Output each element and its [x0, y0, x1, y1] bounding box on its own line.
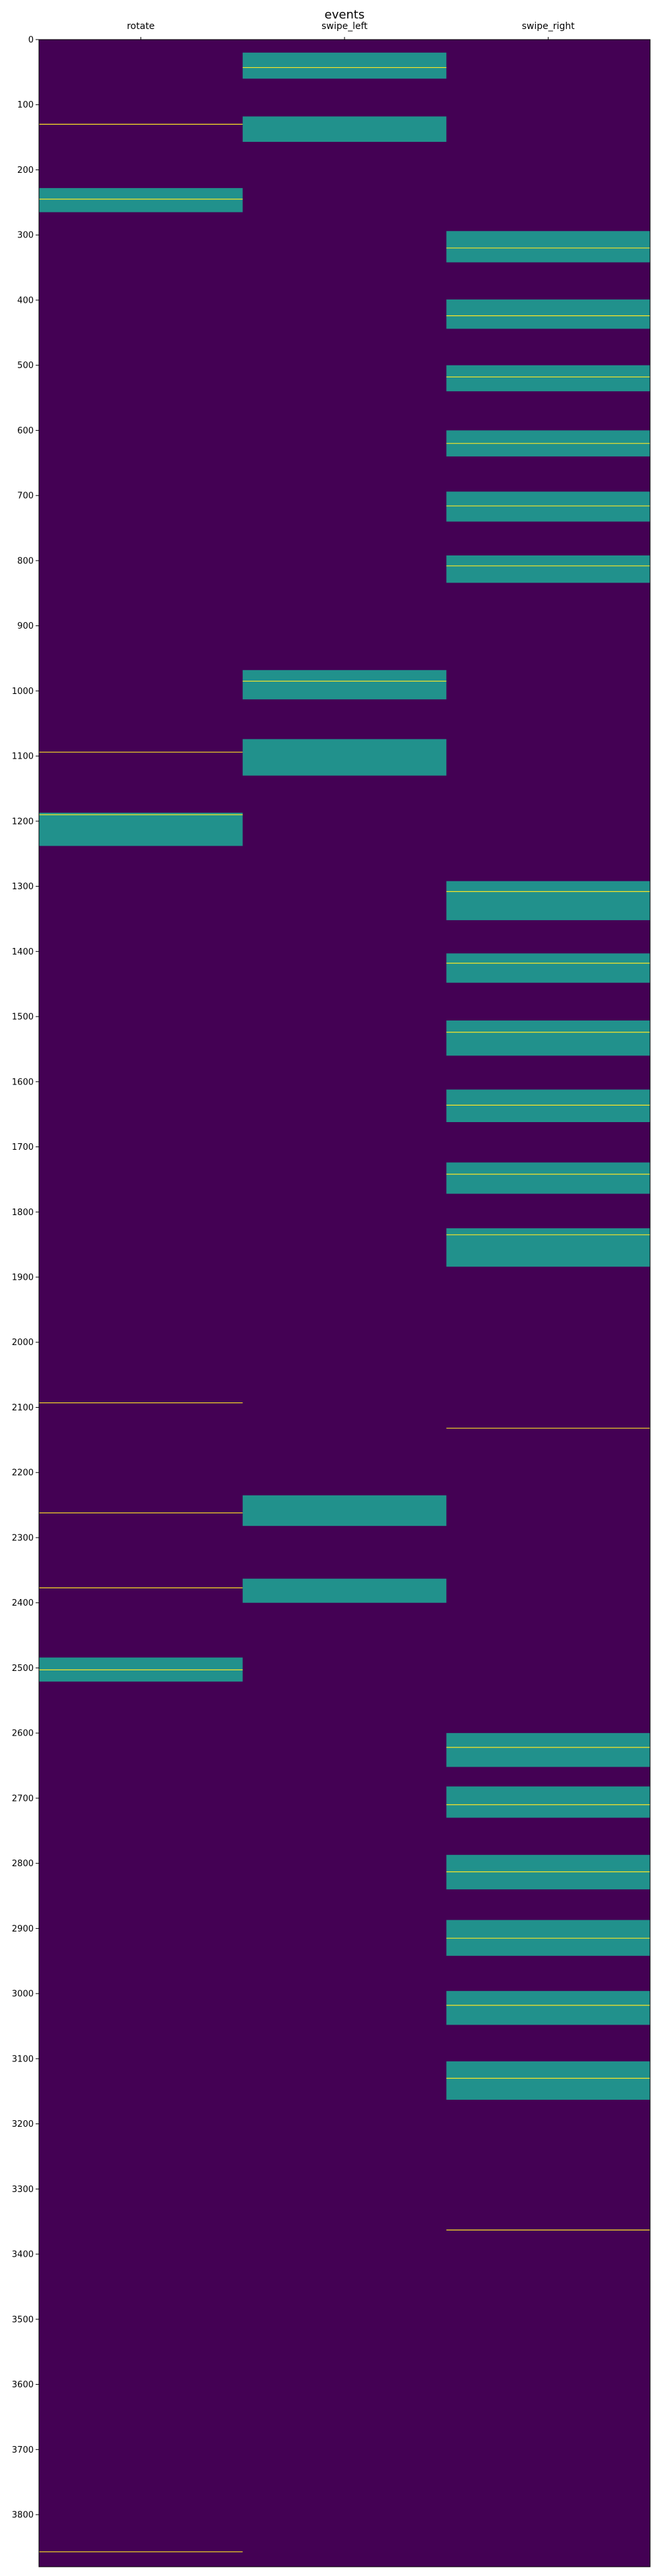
event-band-swipe_right-1: [446, 299, 650, 329]
y-tick-label-600: 600: [17, 426, 34, 436]
plot-frame: [38, 39, 651, 2567]
event-band-swipe_left-5: [242, 1579, 447, 1603]
event-band-swipe_right-11: [446, 1228, 650, 1267]
event-band-swipe_right-17: [446, 2061, 650, 2100]
y-tick-label-700: 700: [17, 491, 34, 501]
y-tick-label-200: 200: [17, 166, 34, 175]
x-axis: rotate swipe_left swipe_right: [127, 21, 575, 40]
y-tick-label-300: 300: [17, 231, 34, 241]
y-tick-label-2500: 2500: [12, 1664, 34, 1674]
column-label-swipe_left: swipe_left: [321, 21, 368, 32]
y-tick-label-400: 400: [17, 296, 34, 305]
y-tick-label-2800: 2800: [12, 1859, 34, 1869]
event-band-swipe_right-16: [446, 1991, 650, 2025]
y-tick-label-3800: 3800: [12, 2511, 34, 2521]
event-band-swipe_right-13: [446, 1786, 650, 1818]
y-tick-label-1000: 1000: [12, 687, 34, 697]
event-band-swipe_right-8: [446, 1020, 650, 1056]
event-band-swipe_right-12: [446, 1733, 650, 1767]
y-tick-label-3000: 3000: [12, 1990, 34, 1999]
y-tick-label-2000: 2000: [12, 1338, 34, 1348]
y-tick-label-3400: 3400: [12, 2250, 34, 2260]
event-band-swipe_left-3: [242, 739, 447, 776]
event-band-swipe_right-0: [446, 231, 650, 263]
y-tick-label-0: 0: [28, 36, 34, 46]
column-label-swipe_right: swipe_right: [522, 21, 576, 32]
y-tick-label-2100: 2100: [12, 1403, 34, 1413]
y-tick-label-2900: 2900: [12, 1924, 34, 1934]
y-tick-label-3100: 3100: [12, 2054, 34, 2064]
y-tick-label-1900: 1900: [12, 1273, 34, 1283]
event-band-swipe_left-0: [242, 52, 447, 79]
y-tick-label-100: 100: [17, 100, 34, 110]
heatmap-background: [39, 40, 650, 2567]
y-tick-label-1300: 1300: [12, 882, 34, 892]
event-band-rotate-0: [39, 188, 243, 212]
y-tick-label-3200: 3200: [12, 2120, 34, 2129]
chart-title: events: [325, 8, 365, 22]
y-tick-label-3700: 3700: [12, 2445, 34, 2455]
event-band-swipe_right-6: [446, 881, 650, 920]
event-band-swipe_right-4: [446, 491, 650, 522]
y-tick-label-900: 900: [17, 621, 34, 631]
event-band-swipe_right-2: [446, 365, 650, 392]
event-band-swipe_right-5: [446, 555, 650, 583]
y-tick-label-1500: 1500: [12, 1013, 34, 1022]
y-tick-label-1800: 1800: [12, 1208, 34, 1218]
plot-area: [39, 40, 650, 2567]
event-band-swipe_right-9: [446, 1089, 650, 1123]
event-band-swipe_left-4: [242, 1495, 447, 1526]
y-tick-label-2200: 2200: [12, 1468, 34, 1478]
y-tick-label-1600: 1600: [12, 1077, 34, 1087]
y-tick-label-3600: 3600: [12, 2380, 34, 2390]
y-tick-label-2700: 2700: [12, 1794, 34, 1804]
event-band-swipe_right-7: [446, 953, 650, 983]
y-tick-label-2600: 2600: [12, 1729, 34, 1739]
y-tick-label-1700: 1700: [12, 1143, 34, 1152]
y-tick-label-2400: 2400: [12, 1598, 34, 1608]
y-tick-label-800: 800: [17, 556, 34, 566]
y-tick-label-2300: 2300: [12, 1533, 34, 1543]
y-axis: 0 100 200 300 400 500 600 700 800 900 1000 1100 1200…: [12, 36, 39, 2521]
y-tick-label-1200: 1200: [12, 817, 34, 827]
y-tick-label-500: 500: [17, 361, 34, 371]
event-band-swipe_left-2: [242, 670, 447, 700]
y-tick-label-1400: 1400: [12, 947, 34, 957]
column-label-rotate: rotate: [127, 21, 154, 32]
y-tick-label-3300: 3300: [12, 2185, 34, 2195]
y-tick-label-3500: 3500: [12, 2315, 34, 2325]
event-band-swipe_left-1: [242, 116, 447, 142]
event-band-swipe_right-10: [446, 1162, 650, 1194]
y-tick-label-1100: 1100: [12, 752, 34, 762]
event-band-rotate-1: [39, 813, 243, 846]
